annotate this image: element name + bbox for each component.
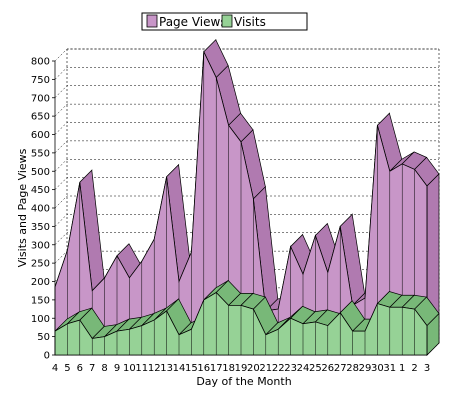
legend: Page Views Visits [141,12,308,31]
y-tick-label: 150 [31,295,50,306]
x-tick-label: 13 [160,363,173,374]
y-tick-label: 50 [37,332,50,343]
y-tick-label: 750 [31,75,50,86]
series-page-views [54,38,440,356]
gridline [54,159,439,172]
x-tick-label: 7 [89,363,95,374]
x-tick-labels: 4 5 6 7 8 9 10 11 12 13 14 15 16 17 18 19 20 21 22 23 24 25 26… [52,363,430,374]
y-tick-label: 550 [31,148,50,159]
x-tick-label: 16 [197,363,210,374]
x-tick-label: 12 [148,363,161,374]
y-tick-label: 600 [31,130,50,141]
gridline [54,232,439,245]
x-tick-label: 5 [64,363,70,374]
y-tick-label: 450 [31,185,50,196]
gridline [54,67,439,80]
gridline [54,122,439,135]
x-tick-label: 1 [399,363,405,374]
gridline [54,48,439,62]
x-tick-label: 8 [101,363,107,374]
legend-label-visits: Visits [234,15,266,29]
x-tick-label: 21 [259,363,272,374]
x-tick-label: 19 [235,363,248,374]
legend-swatch-page-views [146,14,158,28]
y-tick-label: 700 [31,93,50,104]
gridline [54,85,439,98]
x-tick-label: 9 [114,363,120,374]
y-axis-label: Visits and Page Views [16,148,29,267]
x-tick-label: 11 [135,363,148,374]
x-tick-label: 4 [52,363,58,374]
x-tick-label: 17 [210,363,223,374]
y-tick-label: 400 [31,204,50,215]
x-tick-label: 30 [371,363,384,374]
y-tick-label: 200 [31,277,50,288]
x-tick-label: 6 [77,363,83,374]
x-axis-label: Day of the Month [196,375,291,388]
x-tick-label: 15 [185,363,198,374]
x-tick-label: 29 [359,363,372,374]
y-tick-label: 0 [44,351,50,362]
series-visits [54,280,440,356]
y-tick-labels: 0 50 100 150 200 250 300 350 400 450 500 550 600 650 7… [31,57,50,362]
gridline [54,195,439,209]
gridline [54,103,439,117]
gridline [54,177,439,190]
y-tick-label: 350 [31,222,50,233]
x-tick-label: 23 [284,363,297,374]
y-tick-label: 500 [31,167,50,178]
x-tick-label: 26 [321,363,334,374]
x-tick-label: 28 [346,363,359,374]
y-tick-label: 300 [31,240,50,251]
gridline [54,140,439,154]
x-tick-label: 14 [173,363,186,374]
legend-label-page-views: Page Views [159,15,227,29]
y-tick-label: 800 [31,57,50,68]
x-tick-label: 27 [334,363,347,374]
y-tick-label: 100 [31,314,50,325]
x-tick-label: 3 [424,363,430,374]
x-tick-label: 22 [272,363,285,374]
x-tick-label: 20 [247,363,260,374]
plot-area [54,38,440,356]
x-tick-label: 18 [222,363,235,374]
y-tick-label: 250 [31,259,50,270]
x-tick-label: 24 [297,363,310,374]
x-tick-label: 31 [383,363,396,374]
x-tick-label: 25 [309,363,322,374]
gridline [54,214,439,227]
x-tick-label: 2 [411,363,417,374]
x-tick-label: 10 [123,363,136,374]
y-tick-label: 650 [31,112,50,123]
legend-swatch-visits [221,14,233,28]
